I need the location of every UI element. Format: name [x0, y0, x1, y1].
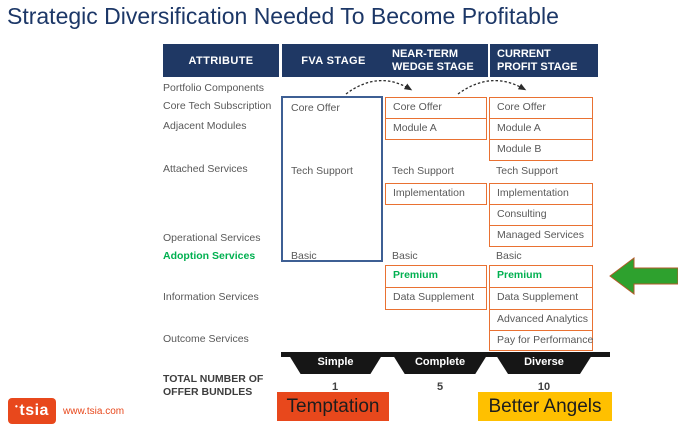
attribute-adjacent-modules: Adjacent Modules	[163, 120, 247, 132]
bundle-count-diverse: 10	[537, 381, 551, 393]
total-offer-bundles-label: TOTAL NUMBER OF OFFER BUNDLES	[163, 373, 263, 398]
cell-profit-module-b: Module B	[489, 139, 593, 161]
cell-profit-core-offer: Core Offer	[489, 97, 593, 119]
cell-wedge-implementation: Implementation	[385, 183, 487, 205]
cell-profit-pay-for-performance: Pay for Performance	[489, 330, 593, 351]
attribute-outcome-services: Outcome Services	[163, 333, 249, 345]
attribute-information-services: Information Services	[163, 291, 259, 303]
tsia-logo-text: tsia	[19, 402, 49, 419]
green-highlight-arrow-icon	[609, 257, 678, 295]
cell-profit-advanced-analytics: Advanced Analytics	[489, 309, 593, 331]
temptation-callout: Temptation	[277, 392, 389, 421]
page-title: Strategic Diversification Needed To Beco…	[7, 3, 559, 29]
attribute-attached-services: Attached Services	[163, 163, 248, 175]
arrow-fva-to-wedge-icon	[345, 79, 413, 95]
cell-wedge-basic: Basic	[392, 250, 418, 262]
column-header-profit-line2: PROFIT STAGE	[497, 60, 578, 73]
cell-profit-module-a: Module A	[489, 118, 593, 140]
cell-profit-basic: Basic	[496, 250, 522, 262]
total-offer-bundles-line2: OFFER BUNDLES	[163, 385, 253, 398]
column-header-wedge-line1: NEAR-TERM	[392, 48, 458, 60]
cell-wedge-module-a: Module A	[385, 118, 487, 140]
bundle-count-simple: 1	[331, 381, 339, 393]
attribute-portfolio-components: Portfolio Components	[163, 82, 264, 94]
cell-wedge-data-supplement: Data Supplement	[385, 287, 487, 310]
tsia-logo: • tsia	[8, 398, 56, 424]
column-header-profit-line1: CURRENT	[497, 48, 551, 60]
cell-wedge-tech-support: Tech Support	[392, 165, 454, 177]
column-header-profit-stage: CURRENT PROFIT STAGE	[490, 44, 598, 77]
column-header-fva-stage: FVA STAGE	[282, 44, 385, 77]
column-header-attribute: ATTRIBUTE	[163, 44, 279, 77]
stage-transition-arrows	[345, 79, 527, 95]
tsia-url-link[interactable]: www.tsia.com	[63, 406, 125, 417]
cell-profit-consulting: Consulting	[489, 204, 593, 226]
cell-fva-basic: Basic	[291, 250, 317, 262]
column-header-wedge-stage: NEAR-TERM WEDGE STAGE	[385, 44, 488, 77]
cell-profit-premium: Premium	[489, 265, 593, 288]
cell-fva-tech-support: Tech Support	[291, 165, 353, 177]
cell-profit-tech-support: Tech Support	[496, 165, 558, 177]
column-header-fva-stage-label: FVA STAGE	[301, 54, 366, 67]
cell-fva-core-offer: Core Offer	[291, 102, 340, 114]
cell-profit-implementation: Implementation	[489, 183, 593, 205]
cell-profit-data-supplement: Data Supplement	[489, 287, 593, 310]
bundle-tab-diverse: Diverse	[494, 352, 594, 374]
cell-wedge-core-offer: Core Offer	[385, 97, 487, 119]
tsia-logo-dot-icon: •	[15, 402, 19, 411]
better-angels-callout: Better Angels	[478, 392, 612, 421]
cell-profit-managed-services: Managed Services	[489, 225, 593, 247]
arrow-wedge-to-profit-icon	[457, 79, 527, 95]
bundle-tab-simple: Simple	[287, 352, 384, 374]
total-offer-bundles-line1: TOTAL NUMBER OF	[163, 373, 264, 385]
cell-wedge-premium: Premium	[385, 265, 487, 288]
fva-stage-container	[281, 96, 383, 262]
attribute-core-tech-subscription: Core Tech Subscription	[163, 100, 272, 112]
column-header-wedge-line2: WEDGE STAGE	[392, 60, 474, 73]
column-header-attribute-label: ATTRIBUTE	[188, 54, 254, 67]
bundle-count-complete: 5	[436, 381, 444, 393]
attribute-adoption-services: Adoption Services	[163, 250, 256, 262]
bundle-tab-complete: Complete	[391, 352, 489, 374]
attribute-operational-services: Operational Services	[163, 232, 261, 244]
